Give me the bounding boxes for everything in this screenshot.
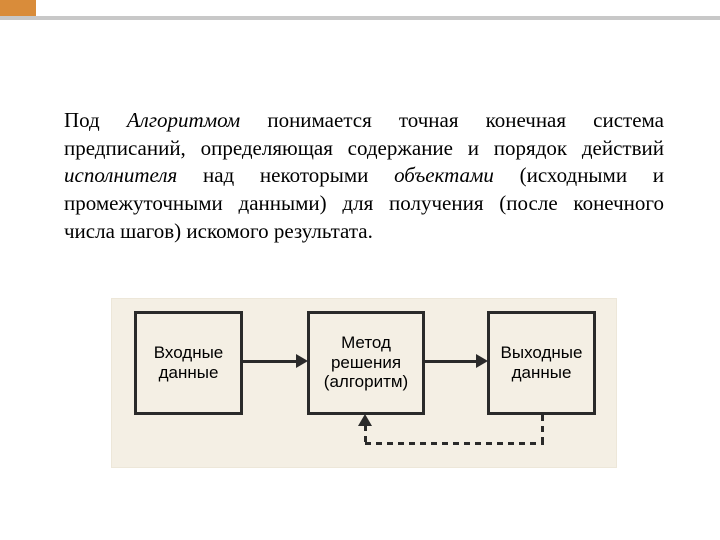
flowchart-diagram: Входныеданные Методрешения(алгоритм) Выход…	[111, 298, 617, 468]
para-seg4-ital: исполнителя	[64, 163, 177, 187]
feedback-down	[541, 415, 544, 443]
para-seg2-ital: Алгоритмом	[127, 108, 240, 132]
feedback-head	[358, 414, 372, 426]
para-seg1: Под	[64, 108, 127, 132]
diagram-container: Входныеданные Методрешения(алгоритм) Выход…	[64, 298, 664, 468]
node-output: Выходныеданные	[487, 311, 596, 415]
para-seg5: над некоторыми	[177, 163, 394, 187]
feedback-horiz	[365, 442, 544, 445]
feedback-up	[364, 425, 367, 443]
definition-paragraph: Под Алгоритмом понимается точная конечна…	[64, 107, 664, 246]
node-method: Методрешения(алгоритм)	[307, 311, 425, 415]
arrow-method-output-shaft	[425, 360, 478, 363]
arrow-input-method-head	[296, 354, 308, 368]
top-divider-line	[0, 16, 720, 20]
arrow-input-method-shaft	[243, 360, 298, 363]
slide-content: Под Алгоритмом понимается точная конечна…	[0, 16, 720, 468]
node-input: Входныеданные	[134, 311, 243, 415]
slide-top-bar	[0, 0, 720, 16]
top-accent-block	[0, 0, 36, 16]
arrow-method-output-head	[476, 354, 488, 368]
para-seg6-ital: объектами	[394, 163, 494, 187]
